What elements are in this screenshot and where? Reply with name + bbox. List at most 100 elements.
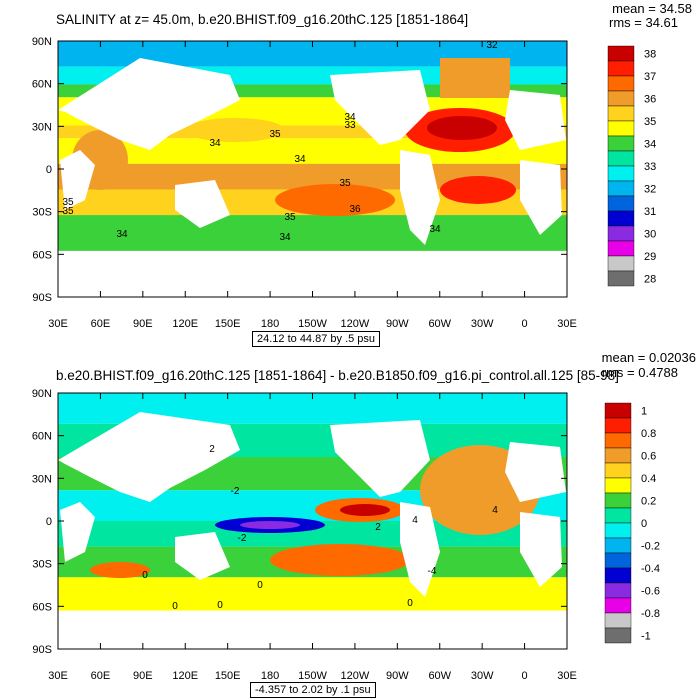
contour-label: 4: [412, 515, 418, 526]
contour-label: -4: [428, 566, 437, 577]
contour-label: 35: [339, 178, 351, 189]
difference-north-pacific-max: [340, 504, 390, 516]
contour-label: 4: [492, 505, 498, 516]
colorbar-swatch: [607, 195, 635, 212]
land-mask: [175, 532, 230, 580]
land-mask: [58, 412, 240, 502]
land-mask: [58, 58, 240, 150]
colorbar-swatch: [607, 105, 635, 122]
x-tick-label: 30E: [557, 318, 577, 330]
x-tick-label: 30E: [557, 670, 577, 682]
salinity-max-south-atlantic: [440, 176, 516, 204]
x-tick-label: 150W: [298, 318, 327, 330]
contour-label: 2: [375, 522, 381, 533]
y-tick-label: 90S: [32, 292, 52, 304]
colorbar-swatch: [604, 627, 632, 644]
contour-label: 0: [142, 570, 148, 581]
contour-label: 34: [279, 232, 291, 243]
panel1-mean: mean = 34.58: [612, 1, 692, 16]
colorbar-swatch: [604, 537, 632, 554]
contour-label: 0: [172, 601, 178, 612]
colorbar-swatch: [604, 492, 632, 509]
colorbar-label: 38: [644, 49, 656, 61]
colorbar-swatch: [607, 225, 635, 242]
y-tick-label: 30S: [32, 207, 52, 219]
x-tick-label: 120W: [341, 670, 370, 682]
land-mask: [60, 502, 95, 562]
colorbar-label: -0.8: [641, 608, 660, 620]
colorbar-swatch: [604, 612, 632, 629]
x-tick-label: 90W: [386, 318, 409, 330]
colorbar-swatch: [607, 135, 635, 152]
x-tick-label: 150W: [298, 670, 327, 682]
colorbar-label: 34: [644, 139, 656, 151]
land-mask: [60, 150, 95, 210]
land-mask: [505, 90, 566, 150]
panel1-yaxis: 90N 60N 30N 0 30S 60S 90S: [32, 36, 567, 304]
salinity-band: [58, 215, 567, 251]
y-tick-label: 60N: [32, 79, 52, 91]
contour-label: 33: [344, 120, 356, 131]
x-tick-label: 180: [261, 318, 279, 330]
colorbar-label: 32: [644, 184, 656, 196]
contour-label: 35: [62, 206, 74, 217]
y-tick-label: 30N: [32, 473, 52, 485]
contour-label: 34: [116, 229, 128, 240]
x-tick-label: 0: [522, 670, 528, 682]
x-tick-label: 150E: [215, 318, 241, 330]
contour-label: 35: [269, 129, 281, 140]
colorbar-swatch: [607, 45, 635, 62]
panel2-colorbar: 1 0.8 0.6 0.4 0.2 0 -0.2 -0.4 -0.6 -0.8 -1: [604, 402, 660, 644]
difference-equatorial-min: [240, 521, 300, 529]
difference-south-pacific-positive: [270, 544, 410, 576]
colorbar-swatch: [607, 210, 635, 227]
panel2-title: b.e20.BHIST.f09_g16.20thC.125 [1851-1864…: [56, 368, 619, 383]
colorbar-swatch: [604, 507, 632, 524]
x-tick-label: 30E: [48, 318, 68, 330]
difference-indian-positive: [90, 562, 150, 578]
colorbar-swatch: [604, 462, 632, 479]
colorbar-swatch: [607, 180, 635, 197]
colorbar-label: 36: [644, 94, 656, 106]
colorbar-label: -0.6: [641, 586, 660, 598]
colorbar-swatch: [607, 150, 635, 167]
panel1-range-label: 24.12 to 44.87 by .5 psu: [252, 331, 381, 347]
panel1-title: SALINITY at z= 45.0m, b.e20.BHIST.f09_g1…: [56, 12, 469, 27]
x-tick-label: 120E: [172, 318, 198, 330]
colorbar-label: 0.6: [641, 451, 656, 463]
colorbar-swatch: [604, 597, 632, 614]
colorbar-label: -0.2: [641, 541, 660, 553]
colorbar-swatch: [607, 75, 635, 92]
x-tick-label: 150E: [215, 670, 241, 682]
contour-label: 36: [349, 204, 361, 215]
colorbar-swatch: [607, 270, 635, 287]
colorbar-label: 0.8: [641, 428, 656, 440]
x-tick-label: 90W: [386, 670, 409, 682]
y-tick-label: 30S: [32, 559, 52, 571]
colorbar-swatch: [604, 402, 632, 419]
panel2-rms: rms = 0.4788: [601, 365, 678, 380]
colorbar-label: 1: [641, 406, 647, 418]
contour-label: 35: [62, 197, 74, 208]
land-mask: [520, 160, 562, 235]
colorbar-label: 0: [641, 518, 647, 530]
contour-label: 32: [486, 40, 498, 51]
panel2-map-plot: 2 4 4 2 -2 -2 0 0 0 0 0 -4: [57, 392, 568, 650]
colorbar-label: 33: [644, 161, 656, 173]
land-mask: [175, 180, 230, 228]
y-tick-label: 0: [46, 516, 52, 528]
y-tick-label: 90N: [32, 388, 52, 400]
colorbar-swatch: [607, 60, 635, 77]
contour-label: 0: [217, 600, 223, 611]
colorbar-swatch: [607, 90, 635, 107]
land-mask: [330, 420, 430, 497]
y-tick-label: 60N: [32, 431, 52, 443]
colorbar-swatch: [607, 120, 635, 137]
colorbar-label: 30: [644, 229, 656, 241]
x-tick-label: 60E: [91, 318, 111, 330]
salinity-core-north-atlantic: [427, 116, 497, 140]
land-mask: [330, 70, 430, 145]
land-mask: [58, 622, 567, 649]
land-mask: [400, 150, 440, 245]
